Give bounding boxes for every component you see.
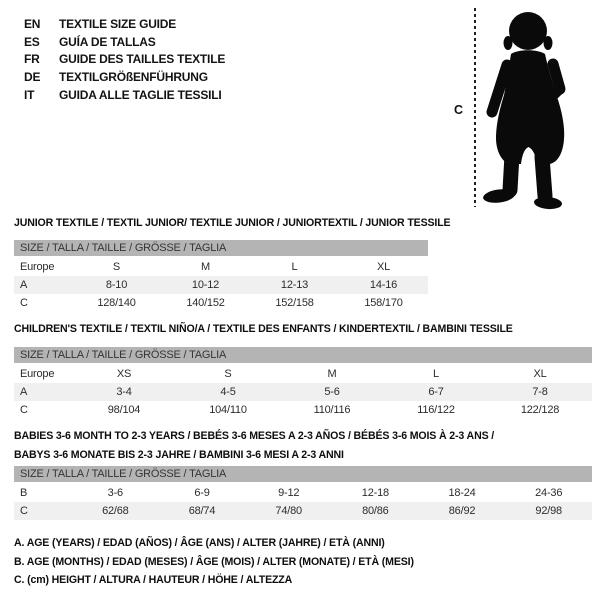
age-cell: 3-6 — [107, 487, 124, 499]
language-row: IT GUIDA ALLE TAGLIE TESSILI — [24, 87, 225, 105]
height-cell: 158/170 — [364, 297, 403, 309]
height-measure-dashed-line — [474, 8, 476, 207]
height-cell: 86/92 — [448, 505, 476, 517]
size-cell: XS — [116, 368, 132, 380]
table-row-europe: Europe S M L XL — [14, 258, 428, 276]
row-label: C — [20, 404, 28, 416]
row-label: A — [20, 279, 28, 291]
footnote-age-years: A. AGE (YEARS) / EDAD (AÑOS) / ÂGE (ANS)… — [14, 537, 385, 549]
size-cell: M — [201, 261, 210, 273]
babies-title-line-1: BABIES 3-6 MONTH TO 2-3 YEARS / BEBÉS 3-… — [14, 430, 495, 442]
footnote-height: C. (cm) HEIGHT / ALTURA / HAUTEUR / HÖHE… — [14, 574, 293, 587]
height-cell: 110/116 — [313, 404, 351, 416]
age-cell: 9-12 — [278, 487, 300, 499]
language-row: ES GUÍA DE TALLAS — [24, 34, 225, 52]
table-row-age: A 8-10 10-12 12-13 14-16 — [14, 276, 428, 294]
age-cell: 6-9 — [194, 487, 210, 499]
language-row: FR GUIDE DES TAILLES TEXTILE — [24, 51, 225, 69]
height-measure-label: C — [454, 103, 463, 117]
height-cell: 68/74 — [188, 505, 216, 517]
size-cell: S — [112, 261, 121, 273]
row-label: C — [20, 297, 28, 309]
age-cell: 8-10 — [105, 279, 128, 291]
size-header-bar: SIZE / TALLA / TAILLE / GRÖSSE / TAGLIA — [14, 466, 592, 482]
size-cell: L — [433, 368, 439, 380]
height-cell: 62/68 — [102, 505, 129, 517]
children-size-table: SIZE / TALLA / TAILLE / GRÖSSE / TAGLIA … — [14, 347, 592, 419]
table-row-height: C 128/140 140/152 152/158 158/170 — [14, 294, 428, 312]
table-row-height: C 98/104 104/110 110/116 116/122 122/128 — [14, 401, 592, 419]
language-code: EN — [24, 17, 41, 31]
babies-title-line-2: BABYS 3-6 MONATE BIS 2-3 JAHRE / BAMBINI… — [14, 449, 344, 461]
babies-table-title: BABIES 3-6 MONTH TO 2-3 YEARS / BEBÉS 3-… — [14, 427, 579, 465]
height-cell: 122/128 — [520, 404, 560, 416]
language-row: EN TEXTILE SIZE GUIDE — [24, 16, 225, 34]
size-cell: L — [291, 261, 298, 273]
language-code: IT — [24, 87, 35, 102]
age-cell: 6-7 — [428, 386, 444, 398]
size-cell: XL — [533, 368, 547, 380]
height-cell: 140/152 — [186, 297, 225, 309]
children-table-title: CHILDREN'S TEXTILE / TEXTIL NIÑO/A / TEX… — [14, 323, 513, 335]
language-code: FR — [24, 52, 40, 67]
table-row-height: C 62/68 68/74 74/80 80/86 86/92 92/98 — [14, 502, 592, 520]
age-cell: 18-24 — [448, 487, 476, 499]
age-cell: 10-12 — [191, 279, 220, 291]
language-code: DE — [24, 70, 41, 85]
age-cell: 14-16 — [369, 279, 398, 291]
row-label: C — [20, 505, 28, 517]
footnote-age-months: B. AGE (MONTHS) / EDAD (MESES) / ÂGE (MO… — [14, 555, 414, 568]
height-cell: 128/140 — [97, 297, 136, 309]
age-cell: 7-8 — [532, 386, 548, 398]
language-title-block: EN TEXTILE SIZE GUIDE ES GUÍA DE TALLAS … — [24, 16, 225, 104]
row-label: A — [20, 386, 28, 398]
table-row-age: A 3-4 4-5 5-6 6-7 7-8 — [14, 383, 592, 401]
table-row-europe: Europe XS S M L XL — [14, 365, 592, 383]
language-code: ES — [24, 34, 40, 49]
size-header-bar: SIZE / TALLA / TAILLE / GRÖSSE / TAGLIA — [14, 240, 428, 256]
junior-size-table: SIZE / TALLA / TAILLE / GRÖSSE / TAGLIA … — [14, 240, 428, 312]
baby-silhouette-figure — [483, 12, 566, 210]
age-cell: 12-13 — [280, 279, 309, 291]
height-cell: 152/158 — [275, 297, 314, 309]
language-title: TEXTILGRÖßENFÜHRUNG — [59, 70, 208, 85]
age-cell: 4-5 — [220, 386, 236, 398]
size-header-bar: SIZE / TALLA / TAILLE / GRÖSSE / TAGLIA — [14, 347, 592, 363]
language-title: GUÍA DE TALLAS — [59, 34, 156, 49]
height-cell: 98/104 — [107, 404, 141, 416]
age-cell: 24-36 — [535, 487, 563, 499]
height-cell: 104/110 — [209, 404, 247, 416]
legend-footnotes: A. AGE (YEARS) / EDAD (AÑOS) / ÂGE (ANS)… — [14, 534, 414, 590]
row-label: Europe — [20, 368, 55, 380]
language-row: DE TEXTILGRÖßENFÜHRUNG — [24, 69, 225, 87]
junior-table-title: JUNIOR TEXTILE / TEXTIL JUNIOR/ TEXTILE … — [14, 217, 451, 229]
row-label: B — [20, 487, 28, 499]
babies-size-table: SIZE / TALLA / TAILLE / GRÖSSE / TAGLIA … — [14, 466, 592, 520]
size-cell: S — [224, 368, 232, 380]
language-title: GUIDA ALLE TAGLIE TESSILI — [59, 87, 222, 102]
age-cell: 12-18 — [361, 487, 389, 499]
height-cell: 92/98 — [535, 505, 562, 517]
language-title: GUIDE DES TAILLES TEXTILE — [59, 52, 226, 67]
row-label: Europe — [20, 261, 55, 273]
size-cell: XL — [376, 261, 391, 273]
height-cell: 116/122 — [417, 404, 455, 416]
height-cell: 80/86 — [362, 505, 389, 517]
size-cell: M — [327, 368, 337, 380]
height-cell: 74/80 — [275, 505, 302, 517]
age-cell: 5-6 — [324, 386, 340, 398]
age-cell: 3-4 — [116, 386, 132, 398]
table-row-age-months: B 3-6 6-9 9-12 12-18 18-24 24-36 — [14, 484, 592, 502]
language-title: TEXTILE SIZE GUIDE — [59, 17, 177, 31]
